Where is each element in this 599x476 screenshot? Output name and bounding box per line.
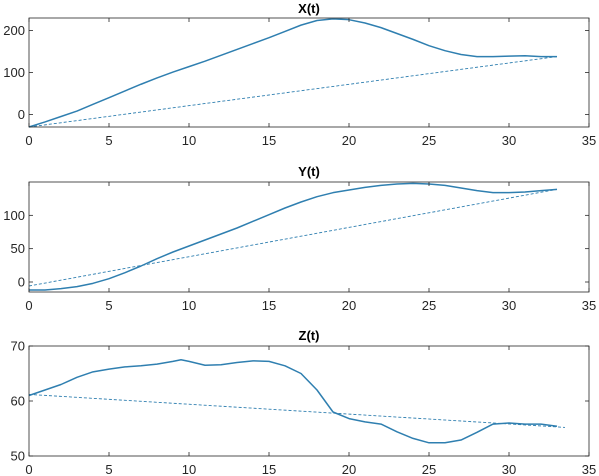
x-tick-label: 10: [182, 462, 196, 476]
x-tick-label: 10: [182, 133, 196, 148]
series-line: [28, 18, 557, 128]
subplot-2: Y(t) 0 5 10 15 20 25 30 35 0 50 100: [3, 164, 596, 313]
reference-line-dashed: [28, 393, 566, 428]
y-tick-label: 0: [18, 107, 25, 122]
x-tick-label: 35: [582, 298, 596, 313]
x-tick-label: 0: [25, 298, 32, 313]
plot-area: [29, 18, 589, 127]
x-tick-label: 15: [262, 133, 276, 148]
x-tick-label: 20: [342, 133, 356, 148]
plot-area: [29, 346, 589, 456]
x-tick-label: 5: [105, 298, 112, 313]
x-tick-label: 25: [422, 133, 436, 148]
y-tick-label: 200: [3, 23, 25, 38]
y-tick-label: 50: [11, 449, 25, 464]
x-tick-label: 25: [422, 298, 436, 313]
reference-line-dashed: [28, 56, 558, 128]
axes-box: [28, 181, 590, 293]
x-tick-label: 30: [502, 462, 516, 476]
reference-line-dashed: [28, 188, 558, 287]
subplot-title: Y(t): [298, 164, 320, 179]
plot-area: [29, 182, 589, 292]
x-tick-label: 0: [25, 133, 32, 148]
x-tick-label: 10: [182, 298, 196, 313]
x-tick-label: 25: [422, 462, 436, 476]
subplot-3: Z(t) 0 5 10 15 20 25 30 35 50 60 70: [11, 328, 597, 476]
x-tick-label: 20: [342, 298, 356, 313]
x-tick-label: 15: [262, 298, 276, 313]
x-tick-label: 5: [105, 133, 112, 148]
y-tick-label: 0: [18, 275, 25, 290]
series-line: [28, 359, 558, 444]
subplot-title: X(t): [298, 1, 320, 16]
x-tick-label: 35: [582, 462, 596, 476]
x-tick-label: 5: [105, 462, 112, 476]
y-tick-label: 100: [3, 208, 25, 223]
x-tick-label: 20: [342, 462, 356, 476]
x-tick-label: 0: [25, 462, 32, 476]
y-tick-label: 60: [11, 394, 25, 409]
y-tick-label: 70: [11, 339, 25, 354]
y-tick-label: 100: [3, 65, 25, 80]
y-tick-label: 50: [11, 241, 25, 256]
x-tick-label: 15: [262, 462, 276, 476]
series-line: [29, 182, 558, 291]
x-tick-label: 35: [582, 133, 596, 148]
x-tick-label: 30: [502, 133, 516, 148]
subplot-title: Z(t): [299, 328, 320, 343]
subplot-1: X(t) 0 5 10 15 20 25 30 35 0 100 200: [3, 1, 596, 148]
x-tick-label: 30: [502, 298, 516, 313]
